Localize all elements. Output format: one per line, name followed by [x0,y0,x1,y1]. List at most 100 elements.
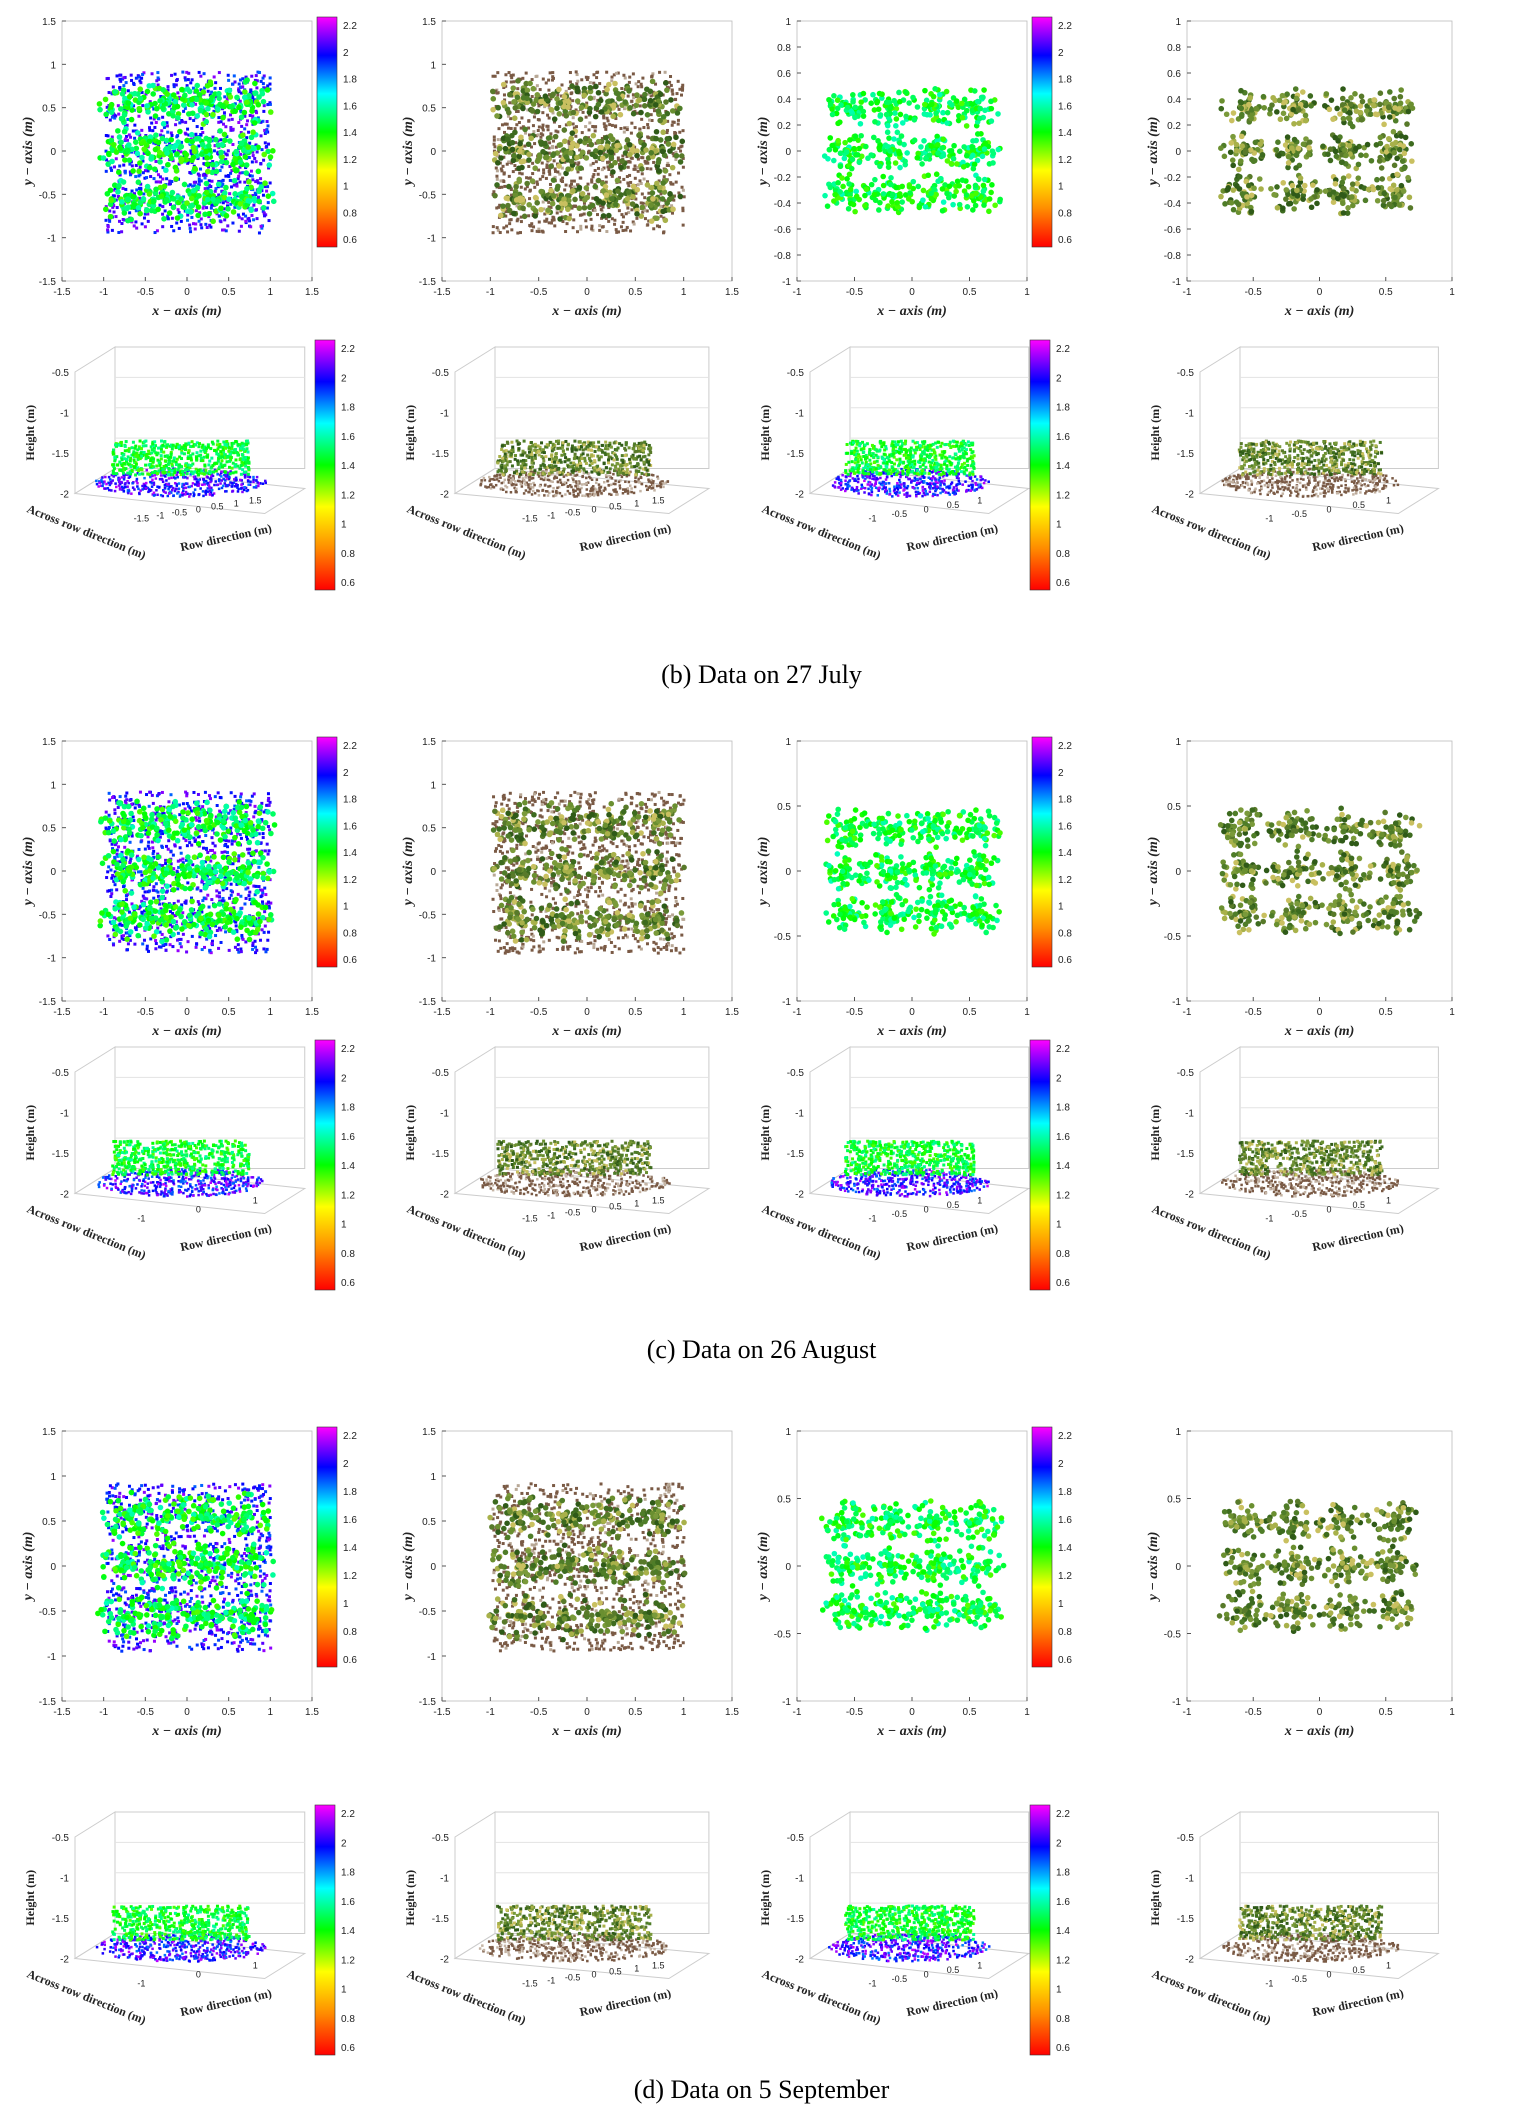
plant-point [631,111,637,117]
plant-point [966,184,972,190]
plant-point [583,136,589,142]
ground-point [255,479,257,482]
ground-point [541,162,544,165]
ground-point [188,495,191,498]
plant-point [548,163,554,169]
plant-point [973,138,979,144]
plant-point [109,159,115,165]
plant-point [919,161,925,167]
plant-point [901,142,907,148]
ground-point [536,84,539,87]
plant-point [869,182,875,188]
x-tick-label: 0.5 [628,287,642,298]
ground-point [117,113,120,116]
plant-point [136,179,142,185]
plant-point [1248,209,1254,215]
ground-point [219,87,222,90]
ground-point [506,163,509,166]
ground-point [678,131,681,134]
plant-point [897,99,903,105]
ground-point [500,179,503,182]
plant-point [239,114,245,120]
ground-point [168,477,171,480]
plant-point [649,218,655,224]
plant-point [501,82,507,88]
ground-point [647,126,650,129]
plant-point [599,109,605,115]
ground-point [189,227,192,230]
ground-point [252,204,255,207]
plant-point [670,108,676,114]
plant-point [115,189,121,195]
plant-point [1371,97,1377,103]
ground-point [269,181,272,184]
plant-point [490,107,496,113]
plant-point [516,153,522,159]
plant-point [626,189,632,195]
plant-point [1341,186,1347,192]
plant-point [150,83,156,89]
ground-point [611,175,614,178]
plant-point [600,155,606,161]
plant-point [906,100,912,106]
plant-point [941,153,947,159]
ground-point [585,116,588,119]
ground-point [497,138,500,141]
ground-point [217,484,220,487]
plant-point [1308,103,1314,109]
ground-point [203,72,206,75]
plant-point [227,138,233,144]
plant-point [568,136,574,142]
ground-point [565,184,568,187]
row-tick-label: 1 [234,499,239,509]
plant-point [668,97,674,103]
ground-point [656,224,659,227]
plant-point [638,110,644,116]
ground-point [552,140,555,143]
plant-point [922,102,928,108]
ground-point [539,136,542,139]
plant-point [598,145,604,151]
plant-point [256,169,262,175]
plant-point [164,146,170,152]
plant-point [1340,200,1346,206]
plant-point [511,211,517,217]
plant-point [997,197,1003,203]
ground-point [143,477,146,480]
plant-point [898,112,904,118]
ground-point [266,124,269,127]
plant-point [1238,106,1244,112]
ground-point [201,484,204,487]
ground-point [265,131,268,134]
ground-point [114,482,117,485]
plant-point [1291,206,1297,212]
ground-point [115,157,118,160]
colorbar-tick: 1.8 [343,75,357,86]
plant-point [510,147,516,153]
ground-point [114,490,117,493]
ground-point [499,231,502,234]
plant-point [204,112,210,118]
ground-point [149,175,152,178]
plant-point [536,157,542,163]
plant-point [853,152,859,158]
ground-point [520,220,523,223]
ground-point [132,129,135,132]
ground-point [220,470,223,473]
ground-point [209,493,212,496]
ground-point [643,196,646,199]
ground-point [204,187,207,190]
plant-point [842,140,848,146]
plant-point [546,135,552,141]
x-tick-label: -1.5 [433,287,451,298]
plant-point [149,154,155,160]
plant-point [1302,183,1308,189]
ground-point [200,127,203,130]
plant-point [572,197,578,203]
plant-point [1278,116,1284,122]
plant-point [1381,198,1387,204]
ground-point [235,483,238,486]
row-axis-label: Row direction (m) [179,521,273,554]
ground-point [259,162,262,165]
ground-point [116,206,119,209]
